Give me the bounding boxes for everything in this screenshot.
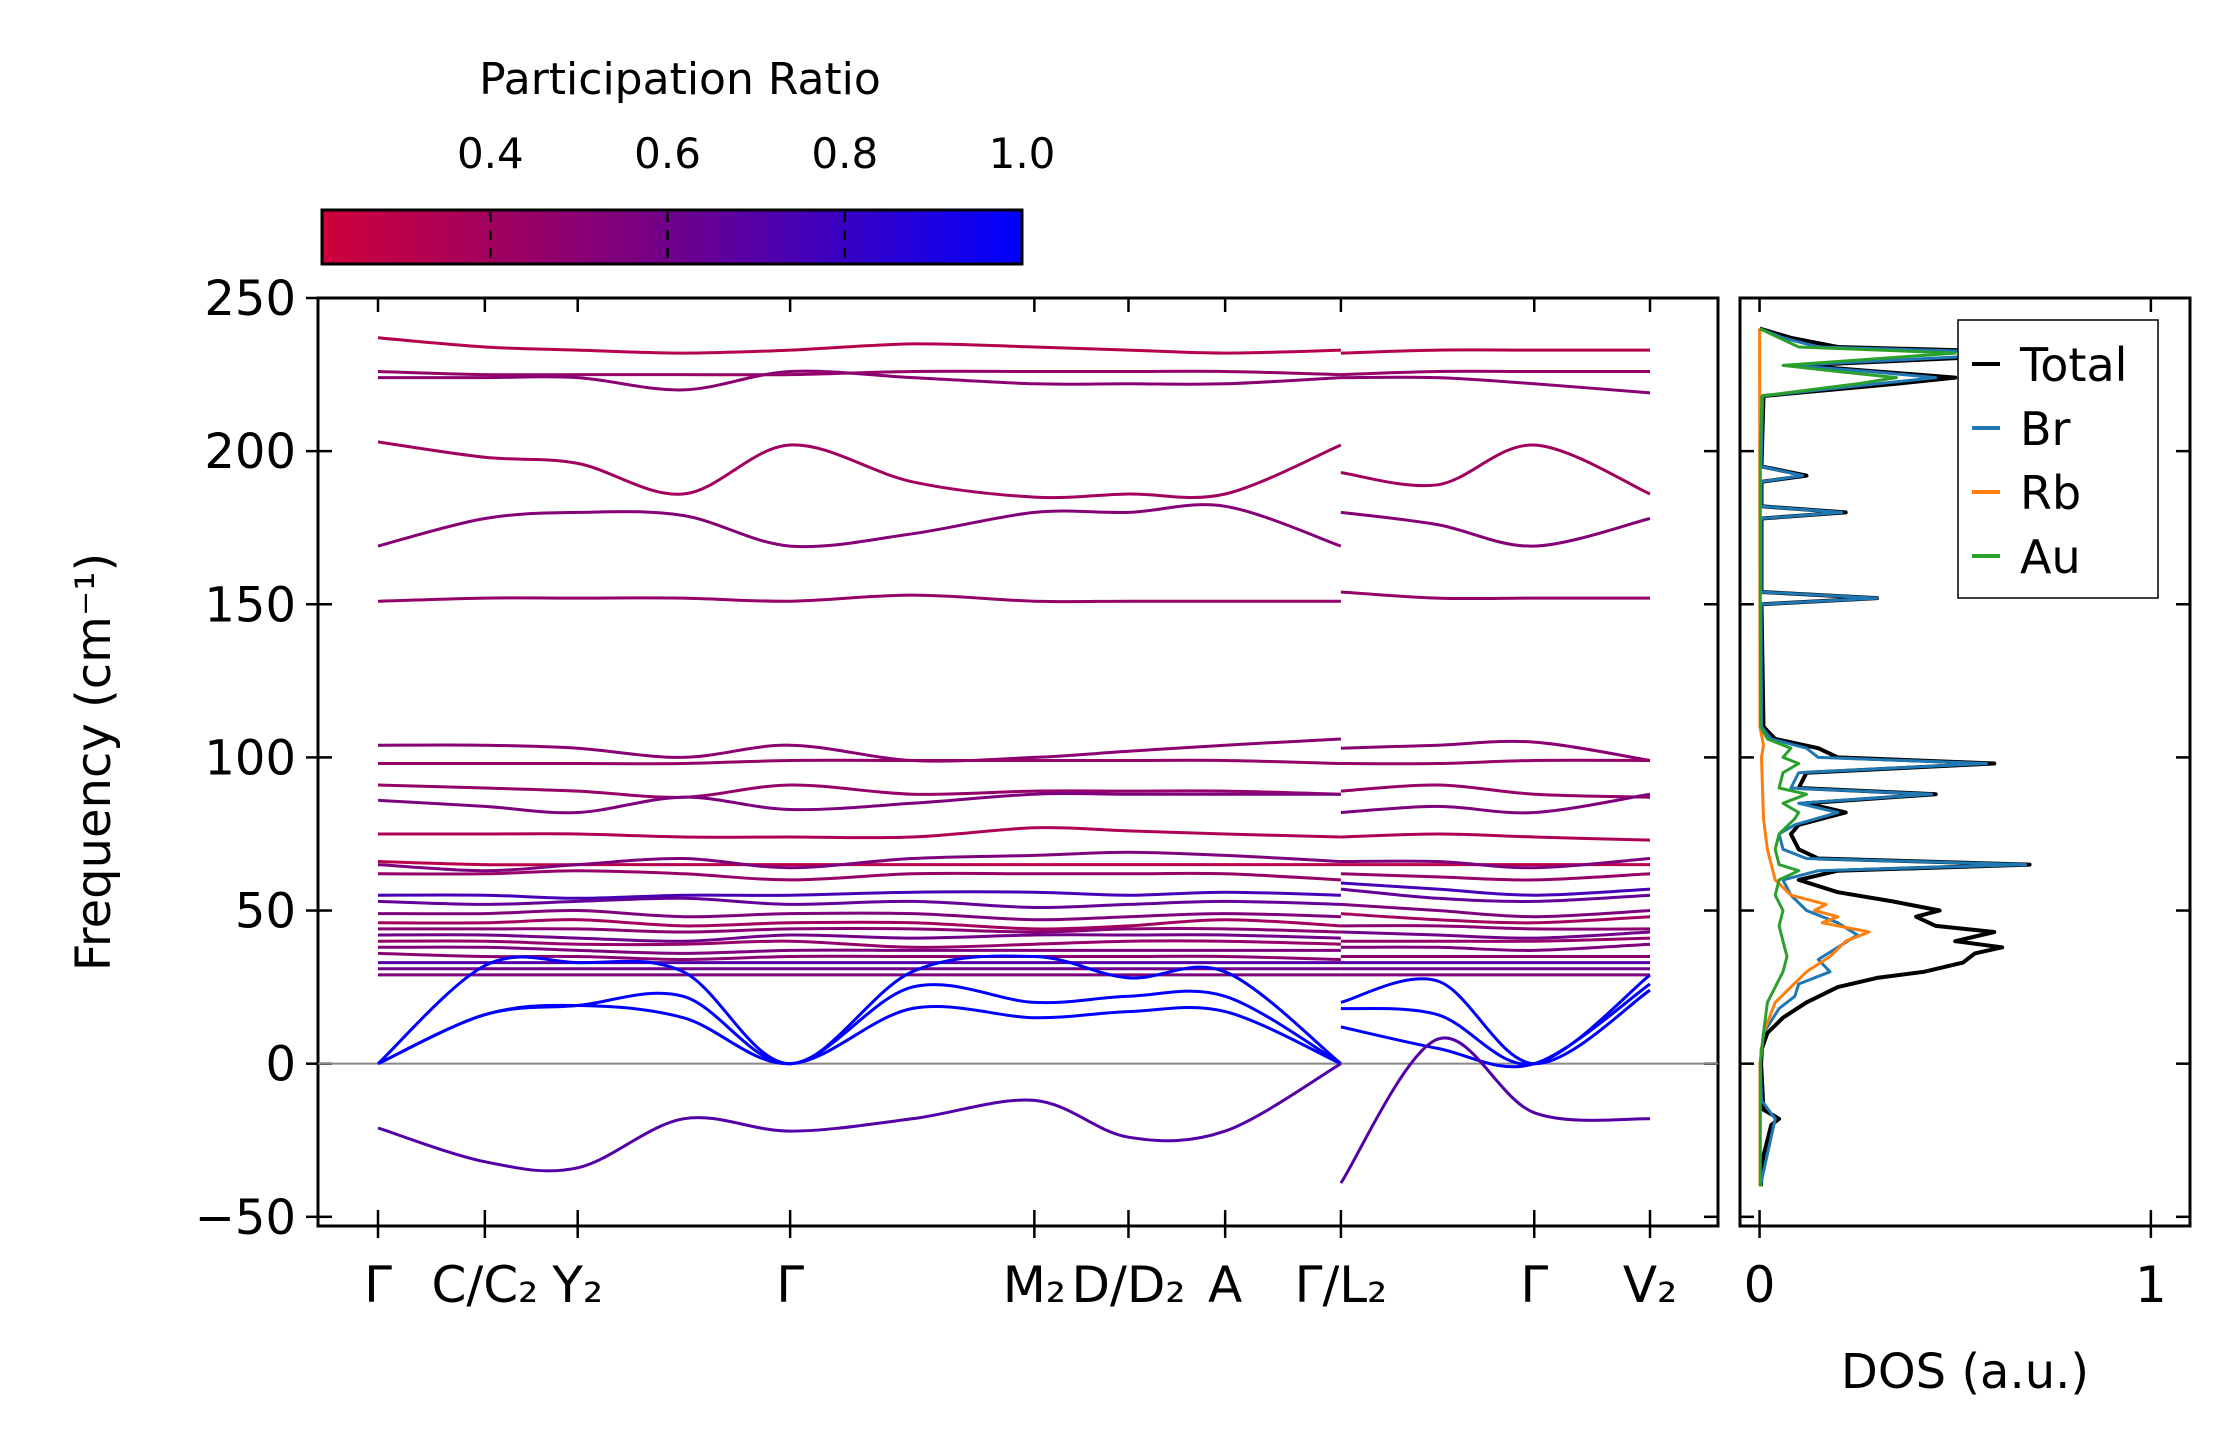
y-axis-label: Frequency (cm⁻¹)	[66, 553, 122, 971]
phonon-band	[1340, 369, 1650, 377]
kpoint-label: Γ	[1520, 1256, 1548, 1314]
colorbar-gradient	[320, 208, 1024, 266]
acoustic-band	[1340, 977, 1651, 1066]
dos-legend: Total Br Rb Au	[1957, 319, 2159, 599]
phonon-band	[377, 503, 1342, 549]
phonon-band	[377, 783, 1341, 799]
acoustic-band	[1340, 973, 1651, 1066]
phonon-band	[377, 440, 1342, 500]
phonon-band	[1340, 758, 1651, 766]
phonon-band	[377, 869, 1341, 882]
phonon-band	[1340, 443, 1651, 496]
phonon-band	[1340, 912, 1651, 925]
phonon-band	[377, 791, 1341, 815]
phonon-band	[1340, 930, 1651, 940]
phonon-band	[377, 336, 1341, 355]
colorbar-label: Participation Ratio	[479, 54, 881, 105]
phonon-band	[1340, 510, 1651, 548]
phonon-band	[1340, 590, 1650, 601]
phonon-band	[377, 850, 1341, 873]
colorbar-tick-label: 0.6	[634, 129, 701, 178]
phonon-band	[1340, 739, 1651, 762]
phonon-band	[1340, 792, 1651, 815]
kpoint-label: Γ	[364, 1256, 392, 1314]
legend-frame	[1957, 319, 2159, 599]
phonon-band	[377, 737, 1341, 763]
phonon-band	[1340, 942, 1651, 952]
colorbar: Participation Ratio 0.4 0.6 0.8 1.0	[320, 54, 1056, 266]
legend-label-br: Br	[2020, 402, 2071, 456]
phonon-band	[378, 758, 1341, 766]
band-structure-panel: Frequency (cm⁻¹) −50 0 50 100 150 200 250 Γ C/C…	[66, 271, 1720, 1314]
kpoint-label: C/C₂	[431, 1256, 538, 1314]
kpoint-label: M₂	[1003, 1256, 1066, 1314]
phonon-band	[1340, 832, 1651, 842]
y-tick-label: 200	[204, 424, 296, 480]
kpoint-label: Y₂	[551, 1256, 603, 1314]
phonon-band	[1340, 783, 1651, 799]
legend-label-au: Au	[2020, 530, 2081, 584]
y-tick-label: 250	[204, 271, 296, 327]
kpoint-label: Γ/L₂	[1295, 1256, 1388, 1314]
dos-line-rb	[1758, 328, 1871, 1187]
phonon-band	[1340, 924, 1651, 931]
dos-x-tick-label: 0	[1744, 1256, 1776, 1314]
phonon-band	[1340, 872, 1651, 882]
phonon-band	[377, 826, 1341, 840]
y-tick-label: −50	[195, 1190, 296, 1246]
imaginary-band	[1339, 1036, 1651, 1184]
colorbar-tick-label: 0.4	[457, 129, 524, 178]
imaginary-band	[377, 1062, 1342, 1173]
phonon-band	[377, 890, 1341, 900]
phonon-band	[1340, 881, 1651, 897]
y-tick-label: 0	[265, 1037, 296, 1093]
dos-plot-frame	[1738, 296, 2192, 1228]
colorbar-tick-label: 1.0	[989, 129, 1056, 178]
phonon-band	[377, 896, 1341, 910]
acoustic-band	[1340, 982, 1651, 1069]
phonon-band	[1340, 936, 1651, 943]
phonon-band	[378, 927, 1341, 934]
phonon-band	[1340, 887, 1651, 903]
band-plot-frame	[316, 296, 1720, 1228]
phonon-band	[1340, 375, 1651, 395]
dos-x-axis-label: DOS (a.u.)	[1841, 1344, 2089, 1400]
dos-line-au	[1758, 327, 1957, 1187]
y-tick-label: 100	[204, 730, 296, 786]
phonon-band	[1340, 857, 1651, 870]
phonon-band	[1340, 348, 1650, 355]
phonon-band	[377, 945, 1341, 955]
kpoint-label: A	[1208, 1256, 1242, 1314]
phonon-band	[378, 369, 1341, 392]
legend-label-rb: Rb	[2020, 466, 2081, 520]
phonon-band	[377, 939, 1341, 949]
kpoint-label: Γ	[776, 1256, 804, 1314]
y-tick-label: 50	[235, 884, 296, 940]
kpoint-label: D/D₂	[1072, 1256, 1186, 1314]
acoustic-band	[376, 954, 1342, 1066]
phonon-band	[1340, 902, 1651, 919]
dos-x-tick-label: 1	[2135, 1256, 2167, 1314]
phonon-band	[377, 933, 1341, 943]
colorbar-tick-label: 0.8	[811, 129, 878, 178]
phonon-band	[377, 593, 1341, 604]
kpoint-label: V₂	[1623, 1256, 1677, 1314]
y-tick-label: 150	[204, 577, 296, 633]
phonon-band	[377, 908, 1341, 922]
legend-label-total: Total	[2019, 338, 2127, 392]
phonon-band	[377, 918, 1341, 931]
acoustic-band	[377, 983, 1342, 1066]
dos-panel: DOS (a.u.) 0 1 Total Br Rb Au	[1738, 296, 2192, 1400]
